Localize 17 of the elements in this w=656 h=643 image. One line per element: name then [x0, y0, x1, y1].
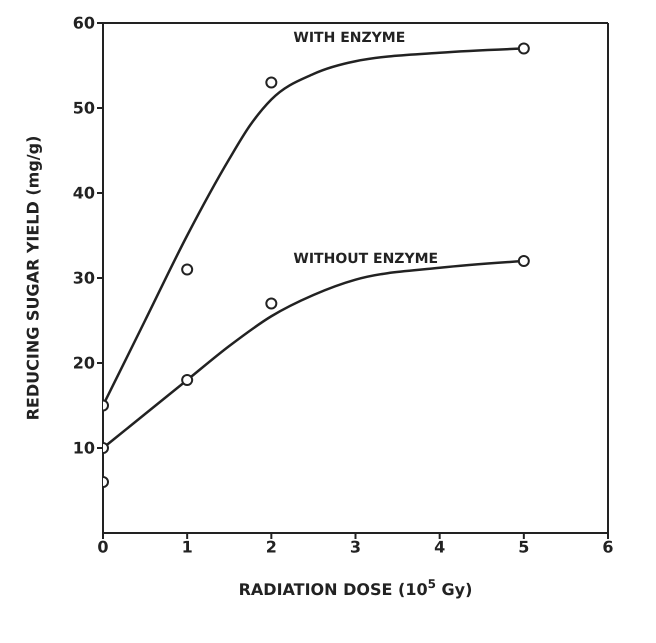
y-tick-label: 10: [72, 438, 95, 458]
x-axis-title: RADIATION DOSE (10$^{5}$ Gy): [238, 577, 472, 599]
series-label: WITH ENZYME: [293, 30, 406, 46]
x-tick-label: 3: [350, 537, 362, 556]
y-tick-label: 50: [72, 98, 95, 118]
x-tick-label: 5: [518, 537, 530, 556]
x-tick-label: 4: [434, 537, 446, 556]
y-tick-label: 30: [72, 268, 95, 288]
y-tick-label: 60: [72, 14, 95, 33]
y-tick-label: 20: [72, 354, 95, 373]
x-tick-label: 2: [266, 537, 277, 556]
x-tick-label: 1: [182, 537, 193, 556]
y-tick-label: 40: [72, 184, 95, 203]
x-tick-label: 6: [602, 537, 614, 556]
y-axis-title: REDUCING SUGAR YIELD (mg/g): [24, 136, 43, 420]
x-tick-label: 0: [97, 537, 109, 556]
series-label: WITHOUT ENZYME: [293, 251, 438, 267]
